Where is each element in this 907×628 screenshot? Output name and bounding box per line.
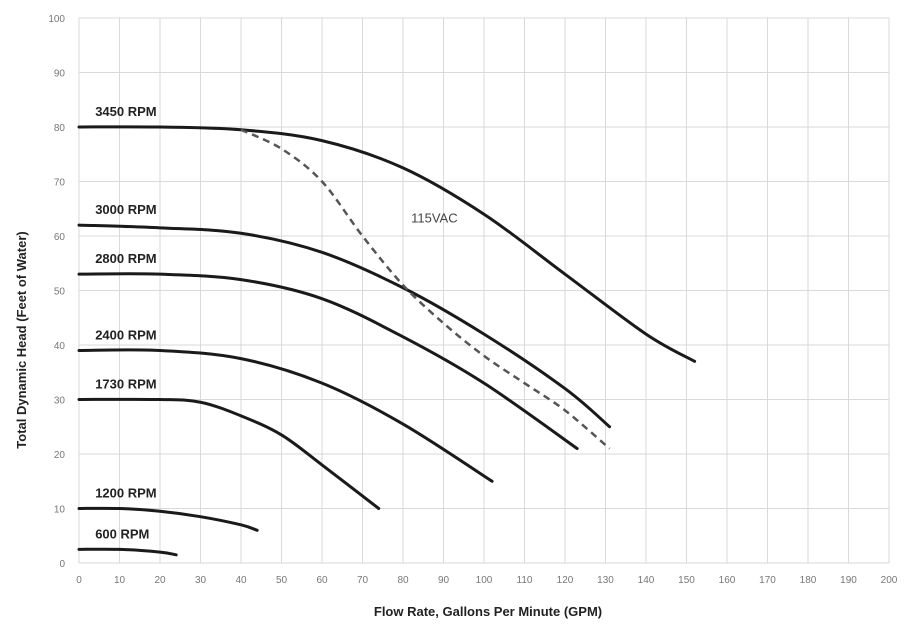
x-tick-label: 130 <box>597 575 614 586</box>
y-tick-label: 100 <box>48 14 65 25</box>
series-line-115vac <box>240 128 611 450</box>
series-line-3450-rpm <box>77 125 697 363</box>
series-line-2400-rpm <box>77 348 494 483</box>
y-tick-label: 10 <box>54 505 66 516</box>
x-tick-label: 150 <box>678 575 695 586</box>
y-tick-label: 50 <box>54 287 66 298</box>
y-tick-label: 90 <box>54 69 66 80</box>
x-tick-label: 80 <box>397 575 409 586</box>
series-label-2400-rpm: 2400 RPM <box>95 327 156 342</box>
x-tick-label: 140 <box>638 575 655 586</box>
series-line-3000-rpm <box>77 223 612 429</box>
x-tick-label: 90 <box>438 575 450 586</box>
series-label-600-rpm: 600 RPM <box>95 526 149 541</box>
y-tick-label: 30 <box>54 396 66 407</box>
y-tick-label: 0 <box>59 559 65 570</box>
series-label-1730-rpm: 1730 RPM <box>95 377 156 392</box>
x-tick-label: 160 <box>719 575 736 586</box>
y-axis-title: Total Dynamic Head (Feet of Water) <box>14 231 29 448</box>
x-tick-label: 70 <box>357 575 369 586</box>
y-tick-label: 70 <box>54 178 66 189</box>
series-label-3450-rpm: 3450 RPM <box>95 104 156 119</box>
series-line-2800-rpm <box>77 272 579 451</box>
tick-layer: 0 10 20 30 40 50 60 70 80 90 100 110 120 130 140 150 160… <box>48 14 897 586</box>
series-line-1730-rpm <box>77 397 381 510</box>
label-layer: 3450 RPM 3000 RPM 2800 RPM 2400 RPM 1730 RPM… <box>95 104 457 541</box>
series-label-3000-rpm: 3000 RPM <box>95 202 156 217</box>
curve-layer <box>77 125 697 557</box>
x-axis-title: Flow Rate, Gallons Per Minute (GPM) <box>374 604 602 619</box>
y-tick-label: 80 <box>54 123 66 134</box>
x-tick-label: 120 <box>557 575 574 586</box>
grid-layer <box>78 17 890 564</box>
series-label-2800-rpm: 2800 RPM <box>95 251 156 266</box>
x-tick-label: 0 <box>76 575 82 586</box>
x-tick-label: 60 <box>316 575 328 586</box>
series-line-1200-rpm <box>77 506 259 532</box>
x-tick-label: 100 <box>476 575 493 586</box>
x-tick-label: 190 <box>840 575 857 586</box>
series-line-600-rpm <box>77 547 178 557</box>
y-tick-label: 60 <box>54 232 66 243</box>
x-tick-label: 110 <box>517 575 533 586</box>
x-tick-label: 170 <box>759 575 776 586</box>
x-tick-label: 20 <box>154 575 166 586</box>
x-tick-label: 50 <box>276 575 288 586</box>
x-tick-label: 30 <box>195 575 207 586</box>
y-tick-label: 40 <box>54 341 66 352</box>
x-tick-label: 200 <box>881 575 898 586</box>
y-tick-label: 20 <box>54 450 66 461</box>
x-tick-label: 40 <box>235 575 247 586</box>
series-label-1200-rpm: 1200 RPM <box>95 486 156 501</box>
series-label-115vac: 115VAC <box>411 210 458 225</box>
x-tick-label: 10 <box>114 575 126 586</box>
x-tick-label: 180 <box>800 575 817 586</box>
